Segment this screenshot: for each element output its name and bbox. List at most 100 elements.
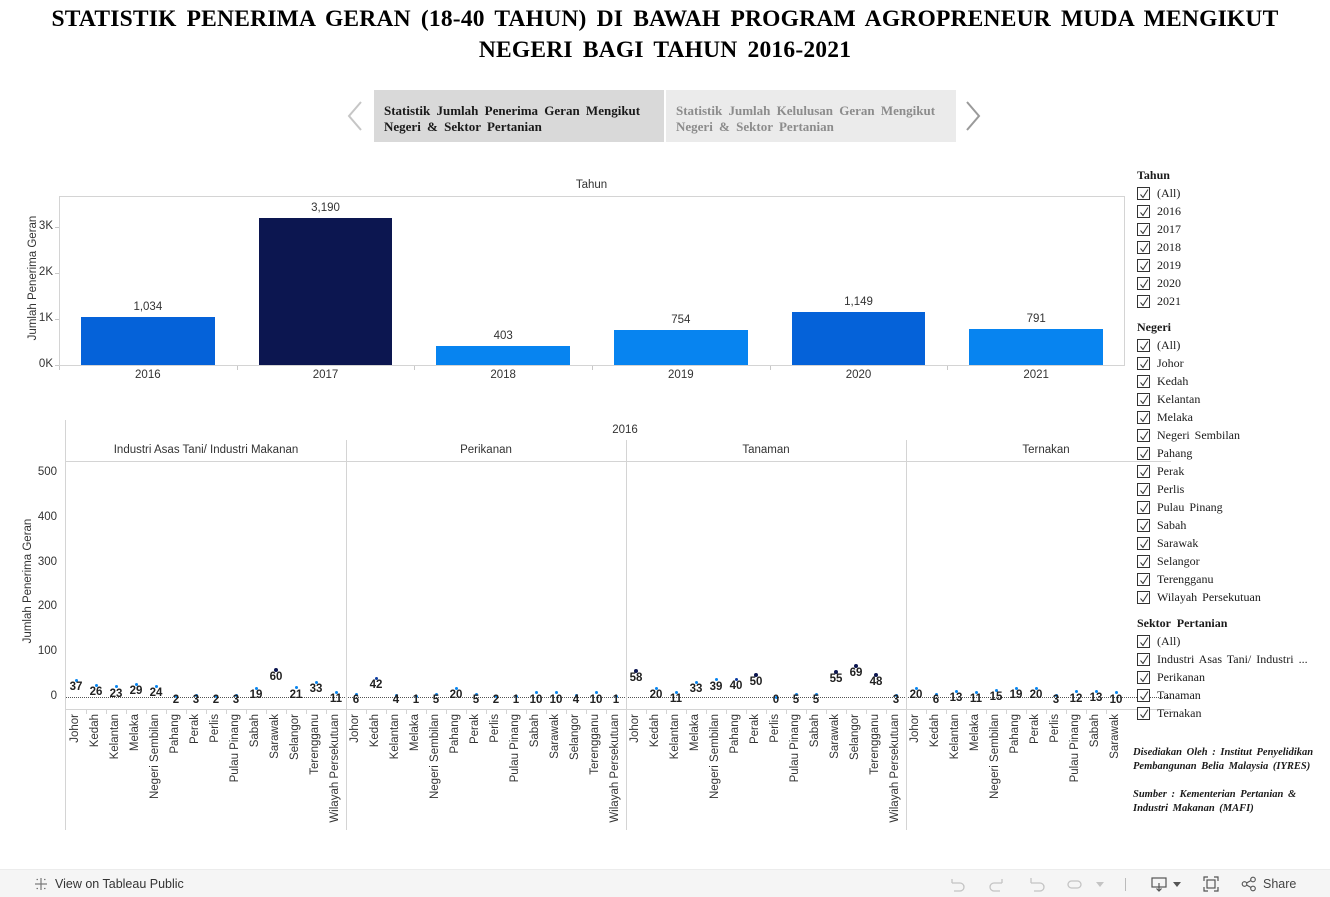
filter-option[interactable]: Pahang [1137, 444, 1323, 462]
filter-option[interactable]: Tanaman [1137, 686, 1323, 704]
data-point[interactable] [194, 694, 198, 698]
data-point[interactable] [934, 692, 938, 696]
story-point-kelulusan[interactable]: Statistik Jumlah Kelulusan Geran Mengiku… [666, 90, 956, 142]
view-on-tableau-public-link[interactable]: View on Tableau Public [33, 870, 184, 897]
data-point[interactable] [654, 686, 658, 690]
checkbox-checked-icon[interactable] [1137, 634, 1150, 648]
filter-option[interactable]: Ternakan [1137, 704, 1323, 722]
data-point[interactable] [794, 693, 798, 697]
data-point[interactable] [434, 693, 438, 697]
data-point[interactable] [954, 689, 958, 693]
data-point[interactable] [374, 676, 378, 680]
data-point[interactable] [874, 673, 878, 678]
data-point[interactable] [1094, 689, 1098, 693]
filter-option[interactable]: 2021 [1137, 292, 1323, 310]
checkbox-checked-icon[interactable] [1137, 572, 1150, 586]
data-point[interactable] [1014, 686, 1018, 690]
revert-button[interactable] [1028, 870, 1046, 897]
data-point[interactable] [894, 694, 898, 698]
data-point[interactable] [214, 694, 218, 698]
bar-2016[interactable] [81, 317, 215, 365]
filter-option[interactable]: 2017 [1137, 220, 1323, 238]
data-point[interactable] [394, 693, 398, 697]
checkbox-checked-icon[interactable] [1137, 706, 1150, 720]
checkbox-checked-icon[interactable] [1137, 446, 1150, 460]
checkbox-checked-icon[interactable] [1137, 276, 1150, 290]
filter-option[interactable]: Pulau Pinang [1137, 498, 1323, 516]
pause-dropdown[interactable] [1095, 870, 1105, 897]
redo-button[interactable] [988, 870, 1006, 897]
filter-option[interactable]: Perlis [1137, 480, 1323, 498]
bar-2019[interactable] [614, 330, 748, 365]
data-point[interactable] [594, 691, 598, 695]
data-point[interactable] [74, 678, 78, 682]
data-point[interactable] [254, 686, 258, 690]
bar-2021[interactable] [969, 328, 1103, 365]
checkbox-checked-icon[interactable] [1137, 482, 1150, 496]
checkbox-checked-icon[interactable] [1137, 554, 1150, 568]
data-point[interactable] [674, 690, 678, 694]
filter-option[interactable]: Kedah [1137, 372, 1323, 390]
checkbox-checked-icon[interactable] [1137, 688, 1150, 702]
filter-option[interactable]: 2020 [1137, 274, 1323, 292]
filter-option[interactable]: Industri Asas Tani/ Industri ... [1137, 650, 1323, 668]
data-point[interactable] [994, 688, 998, 692]
data-point[interactable] [114, 685, 118, 689]
data-point[interactable] [94, 683, 98, 687]
data-point[interactable] [974, 690, 978, 694]
checkbox-checked-icon[interactable] [1137, 240, 1150, 254]
filter-option[interactable]: Kelantan [1137, 390, 1323, 408]
data-point[interactable] [1114, 691, 1118, 695]
filter-option[interactable]: Selangor [1137, 552, 1323, 570]
data-point[interactable] [774, 695, 778, 699]
checkbox-checked-icon[interactable] [1137, 500, 1150, 514]
data-point[interactable] [354, 692, 358, 696]
filter-option[interactable]: Sabah [1137, 516, 1323, 534]
checkbox-checked-icon[interactable] [1137, 204, 1150, 218]
checkbox-checked-icon[interactable] [1137, 356, 1150, 370]
refresh-button[interactable] [1066, 870, 1084, 897]
data-point[interactable] [714, 678, 718, 682]
data-point[interactable] [414, 695, 418, 699]
download-button[interactable] [1150, 870, 1182, 897]
checkbox-checked-icon[interactable] [1137, 428, 1150, 442]
filter-option[interactable]: Melaka [1137, 408, 1323, 426]
bar-2017[interactable] [258, 217, 393, 365]
undo-button[interactable] [948, 870, 966, 897]
checkbox-checked-icon[interactable] [1137, 518, 1150, 532]
previous-story-point-button[interactable] [343, 98, 367, 134]
filter-option[interactable]: Johor [1137, 354, 1323, 372]
filter-option[interactable]: 2018 [1137, 238, 1323, 256]
filter-option[interactable]: 2019 [1137, 256, 1323, 274]
filter-option[interactable]: Perak [1137, 462, 1323, 480]
data-point[interactable] [554, 691, 558, 695]
filter-option[interactable]: Perikanan [1137, 668, 1323, 686]
checkbox-checked-icon[interactable] [1137, 536, 1150, 550]
data-point[interactable] [834, 670, 838, 675]
checkbox-checked-icon[interactable] [1137, 670, 1150, 684]
data-point[interactable] [754, 672, 758, 677]
data-point[interactable] [334, 690, 338, 694]
fullscreen-button[interactable] [1202, 870, 1220, 897]
data-point[interactable] [274, 668, 278, 673]
filter-option[interactable]: (All) [1137, 336, 1323, 354]
checkbox-checked-icon[interactable] [1137, 294, 1150, 308]
checkbox-checked-icon[interactable] [1137, 392, 1150, 406]
checkbox-checked-icon[interactable] [1137, 464, 1150, 478]
data-point[interactable] [494, 694, 498, 698]
checkbox-checked-icon[interactable] [1137, 652, 1150, 666]
checkbox-checked-icon[interactable] [1137, 222, 1150, 236]
checkbox-checked-icon[interactable] [1137, 258, 1150, 272]
filter-option[interactable]: Terengganu [1137, 570, 1323, 588]
data-point[interactable] [814, 693, 818, 697]
filter-option[interactable]: Negeri Sembilan [1137, 426, 1323, 444]
bar-2018[interactable] [436, 346, 570, 365]
checkbox-checked-icon[interactable] [1137, 410, 1150, 424]
data-point[interactable] [854, 664, 858, 669]
story-point-penerima[interactable]: Statistik Jumlah Penerima Geran Mengikut… [374, 90, 664, 142]
next-story-point-button[interactable] [961, 98, 985, 134]
bar-2020[interactable] [791, 312, 926, 365]
data-point[interactable] [734, 677, 738, 681]
share-button[interactable]: Share [1241, 870, 1296, 897]
data-point[interactable] [1034, 686, 1038, 690]
